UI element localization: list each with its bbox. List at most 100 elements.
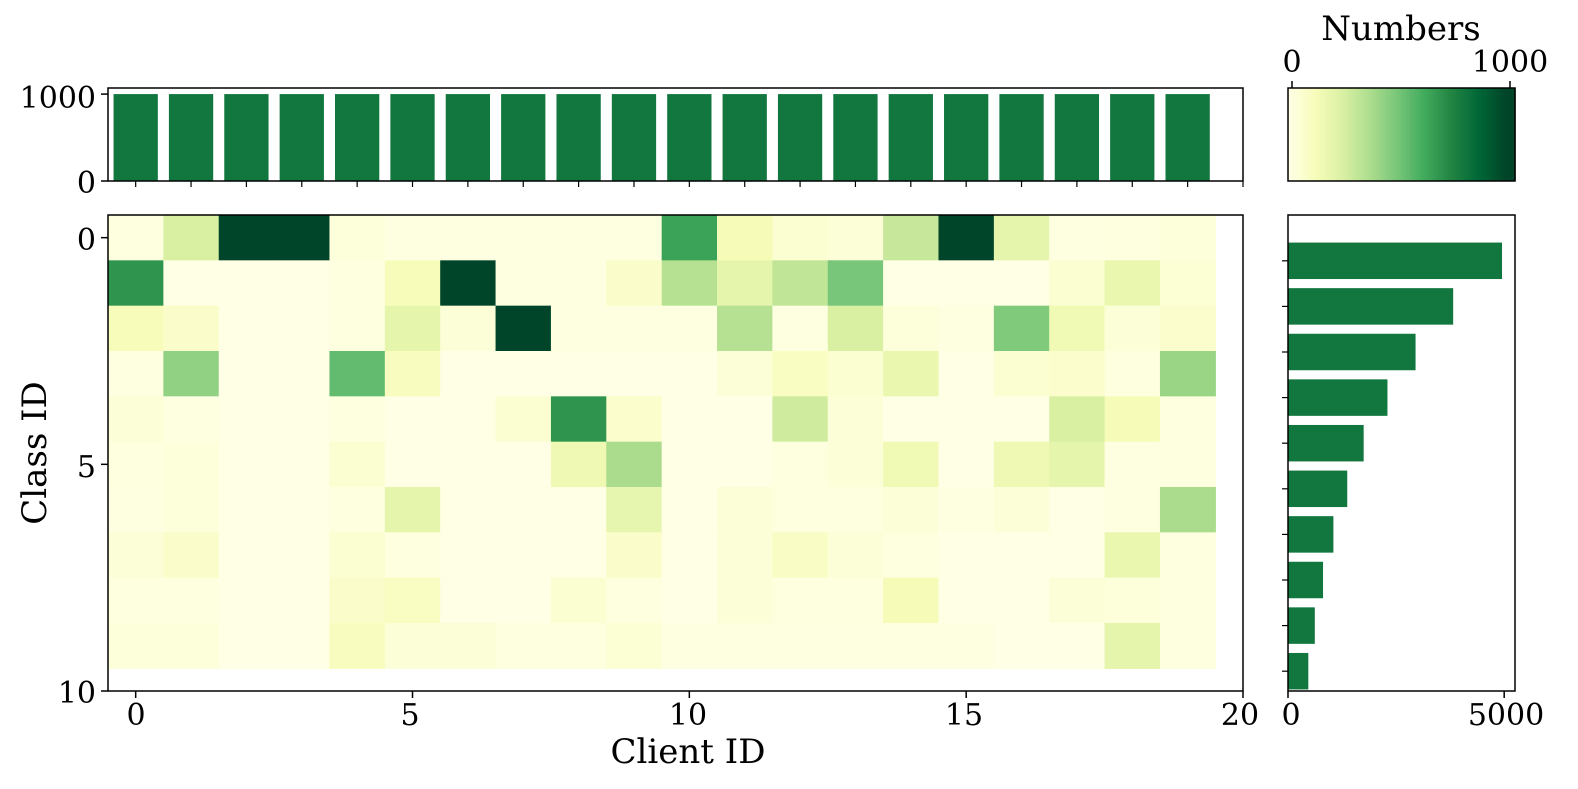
heatmap-cell-r6-c10	[661, 487, 718, 533]
top-bar-client-7	[501, 94, 546, 181]
heatmap-cell-r9-c4	[329, 623, 386, 669]
colorbar-strip-4	[1295, 88, 1299, 181]
heatmap-cell-r2-c8	[550, 305, 607, 352]
colorbar-strip-40	[1363, 88, 1367, 181]
heatmap-cell-r5-c6	[440, 441, 497, 488]
colorbar-strip-55	[1392, 88, 1395, 181]
heatmap-cell-r7-c3	[274, 532, 331, 579]
colorbar-strip-114	[1503, 88, 1507, 181]
right-bar-class-5	[1288, 470, 1348, 508]
heatmap-cell-r8-c19	[1159, 577, 1216, 624]
heatmap-cell-r7-c12	[772, 532, 829, 579]
heatmap-cell-r6-c3	[274, 487, 331, 533]
heatmap-cell-r8-c11	[717, 577, 773, 624]
heatmap-cell-r3-c18	[1104, 351, 1161, 397]
heatmap-cell-r4-c6	[440, 396, 497, 443]
heatmap-cell-r4-c4	[329, 396, 386, 443]
heatmap-cell-r2-c13	[827, 305, 884, 352]
heatmap-cell-r5-c19	[1159, 441, 1216, 488]
colorbar-strip-90	[1458, 88, 1461, 181]
colorbar-strip-101	[1479, 88, 1482, 181]
colorbar-strip-100	[1477, 88, 1480, 181]
colorbar-strip-53	[1388, 88, 1391, 181]
colorbar-strip-65	[1410, 88, 1414, 181]
heatmap-cell-r2-c18	[1104, 305, 1161, 352]
heatmap-cell-r6-c18	[1104, 487, 1161, 533]
heatmap-cell-r8-c4	[329, 577, 386, 624]
colorbar-strip-57	[1395, 88, 1399, 181]
colorbar-strip-105	[1486, 88, 1490, 181]
colorbar-tick-label-min: 0	[1282, 45, 1301, 80]
heatmap-cell-r5-c2	[218, 441, 275, 488]
top-ytick-label-0: 0	[77, 166, 96, 201]
colorbar-strip-29	[1342, 88, 1346, 181]
top-bar-client-6	[445, 94, 491, 181]
colorbar-strip-18	[1322, 88, 1325, 181]
heatmap-cell-r7-c2	[218, 532, 275, 579]
heatmap-cell-r0-c13	[827, 215, 884, 261]
heatmap-cell-r8-c8	[550, 577, 607, 624]
right-bar-class-6	[1288, 516, 1334, 553]
heatmap-cell-r4-c7	[495, 396, 552, 443]
heatmap-cell-r7-c14	[883, 532, 940, 579]
colorbar-strip-42	[1367, 88, 1371, 181]
heatmap-cell-r0-c2	[218, 215, 275, 261]
heatmap-cell-r3-c15	[938, 351, 995, 397]
colorbar-strip-35	[1354, 88, 1357, 181]
heatmap-cell-r6-c6	[440, 487, 497, 533]
heatmap-cell-r6-c14	[883, 487, 940, 533]
heatmap-cell-r0-c12	[772, 215, 829, 261]
heatmap-cell-r9-c2	[218, 623, 275, 669]
heatmap-cell-r2-c17	[1049, 305, 1106, 352]
heatmap-cell-r4-c0	[108, 396, 164, 443]
heatmap-cell-r8-c12	[772, 577, 829, 624]
heatmap-cell-r3-c5	[384, 351, 441, 397]
colorbar-strip-56	[1393, 88, 1397, 181]
heatmap-cell-r0-c4	[329, 215, 386, 261]
heatmap-cell-r3-c19	[1159, 351, 1216, 397]
heatmap-cell-r6-c4	[329, 487, 386, 533]
heatmap-cell-r9-c5	[384, 623, 441, 669]
heatmap-cell-r4-c5	[384, 396, 441, 443]
colorbar-strip-74	[1427, 88, 1431, 181]
heatmap-cell-r2-c10	[661, 305, 718, 352]
heatmap-cell-r6-c19	[1159, 487, 1216, 533]
heatmap-cell-r4-c19	[1159, 396, 1216, 443]
heatmap-cell-r7-c13	[827, 532, 884, 579]
heatmap-cell-r1-c9	[606, 260, 663, 307]
heatmap-cell-r8-c5	[384, 577, 441, 624]
heatmap-cell-r4-c9	[606, 396, 663, 443]
heatmap-cell-r6-c12	[772, 487, 829, 533]
heatmap-cell-r9-c17	[1049, 623, 1106, 669]
heatmap-cell-r5-c7	[495, 441, 552, 488]
heatmap-cell-r6-c13	[827, 487, 884, 533]
heatmap-cell-r1-c4	[329, 260, 386, 307]
heatmap-panel: 0 5 10 15 20 0 5 10 Client ID Class ID	[15, 214, 1259, 772]
heatmap-cell-r5-c4	[329, 441, 386, 488]
x-axis-label: Client ID	[611, 732, 766, 772]
heatmap-cell-r8-c3	[274, 577, 331, 624]
colorbar-strip-34	[1352, 88, 1355, 181]
heatmap-cell-r5-c5	[384, 441, 441, 488]
heatmap-cell-r6-c2	[218, 487, 275, 533]
colorbar-strip-64	[1409, 88, 1412, 181]
colorbar-strip-7	[1301, 88, 1304, 181]
heatmap-cell-r1-c13	[827, 260, 884, 307]
colorbar-strip-71	[1422, 88, 1425, 181]
heatmap-cell-r4-c16	[993, 396, 1050, 443]
heatmap-cell-r1-c12	[772, 260, 829, 307]
colorbar-strip-79	[1437, 88, 1441, 181]
heatmap-cell-r5-c18	[1104, 441, 1161, 488]
heatmap-cell-r7-c10	[661, 532, 718, 579]
colorbar-strip-112	[1499, 88, 1503, 181]
top-bar-client-0	[113, 94, 158, 181]
heatmap-cell-r6-c17	[1049, 487, 1106, 533]
top-bar-client-3	[279, 94, 324, 181]
heatmap-cell-r9-c14	[883, 623, 940, 669]
colorbar-strip-98	[1473, 88, 1476, 181]
colorbar-strip-89	[1456, 88, 1459, 181]
colorbar-strip-17	[1320, 88, 1323, 181]
colorbar-strip-51	[1384, 88, 1388, 181]
heatmap-cell-r1-c6	[440, 260, 497, 307]
